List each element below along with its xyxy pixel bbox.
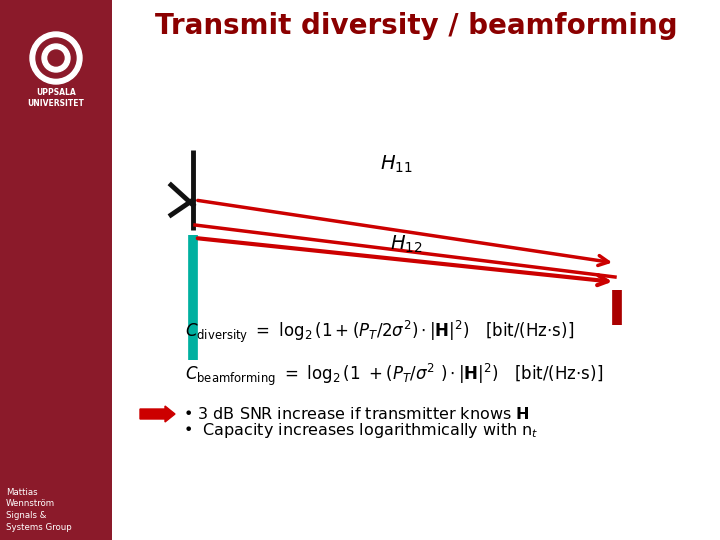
Text: •  Capacity increases logarithmically with n$_t$: • Capacity increases logarithmically wit…	[183, 422, 539, 441]
FancyArrow shape	[140, 406, 175, 422]
Text: • 3 dB SNR increase if transmitter knows $\mathbf{H}$: • 3 dB SNR increase if transmitter knows…	[183, 406, 530, 422]
Text: $H_{12}$: $H_{12}$	[390, 234, 423, 255]
Text: $C_{\mathrm{diversity}}\ =\ \log_2(1+(P_T/2\sigma^2)\cdot|\mathbf{H}|^2)$$\quad$: $C_{\mathrm{diversity}}\ =\ \log_2(1+(P_…	[185, 319, 574, 345]
Circle shape	[36, 38, 76, 78]
Circle shape	[42, 44, 70, 72]
Bar	[0, 0, 112, 540]
Text: Mattias
Wennström
Signals &
Systems Group: Mattias Wennström Signals & Systems Grou…	[6, 488, 72, 532]
Text: UPPSALA
UNIVERSITET: UPPSALA UNIVERSITET	[27, 88, 84, 108]
Circle shape	[48, 50, 64, 66]
Text: $C_{\mathrm{beamforming}}\ =\ \log_2(1\ +(P_T/\sigma^2\ )\cdot|\mathbf{H}|^2)$$\: $C_{\mathrm{beamforming}}\ =\ \log_2(1\ …	[185, 362, 603, 388]
Text: $H_{11}$: $H_{11}$	[380, 154, 413, 176]
Text: Transmit diversity / beamforming: Transmit diversity / beamforming	[155, 12, 678, 40]
Circle shape	[30, 32, 82, 84]
